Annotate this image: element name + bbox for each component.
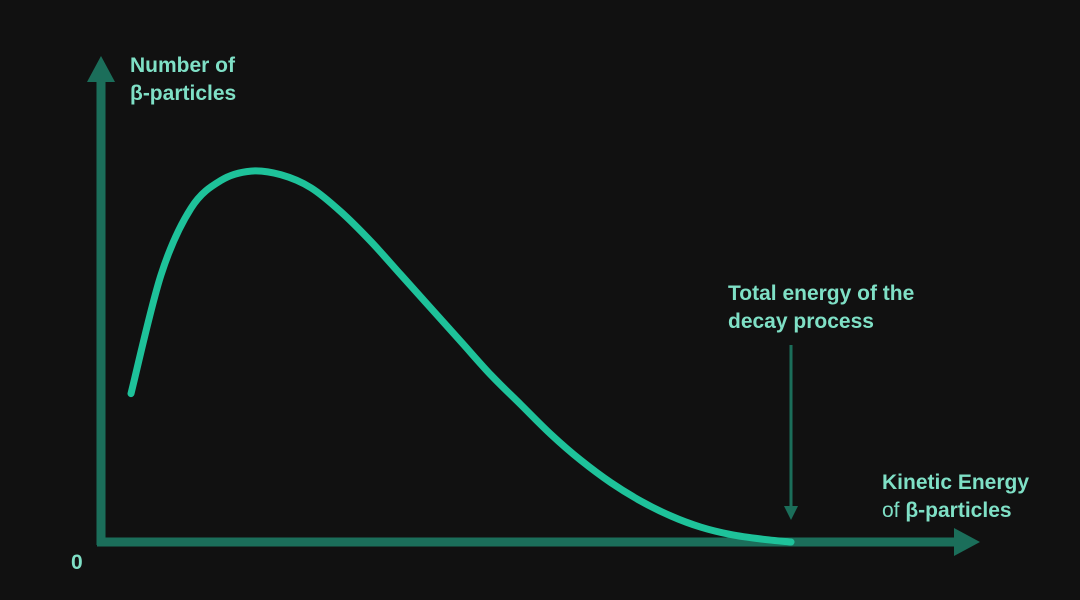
y-axis-arrowhead bbox=[87, 56, 115, 82]
annotation-label-line-2: decay process bbox=[728, 310, 874, 333]
energy-distribution-curve bbox=[127, 167, 795, 546]
y-axis-label-line-1: Number of bbox=[130, 54, 236, 77]
annotation-label-line-1: Total energy of the bbox=[728, 282, 914, 305]
x-axis-label-line-2: of β-particles bbox=[882, 499, 1012, 522]
y-axis-label-line-2: β-particles bbox=[130, 82, 236, 105]
x-axis-arrowhead bbox=[954, 528, 980, 556]
x-axis-label-main: β-particles bbox=[905, 499, 1011, 522]
x-axis-label-line-1: Kinetic Energy bbox=[882, 471, 1029, 494]
origin-label: 0 bbox=[71, 551, 83, 574]
annotation-arrowhead bbox=[784, 506, 798, 520]
x-axis-label-prefix: of bbox=[882, 499, 905, 522]
